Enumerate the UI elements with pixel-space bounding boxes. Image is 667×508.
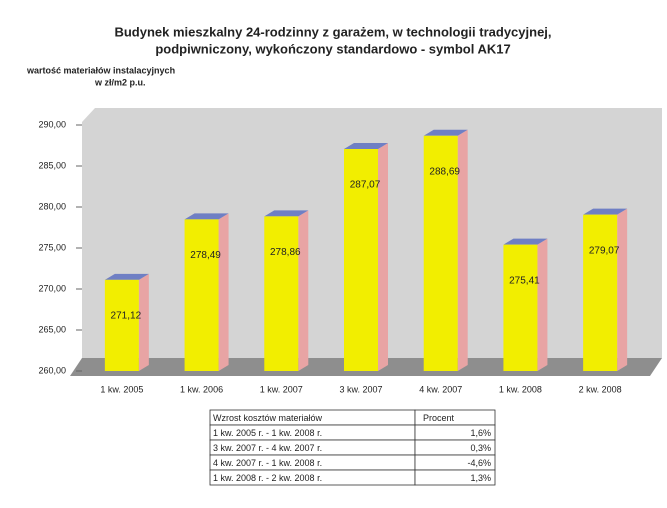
bar-top bbox=[423, 129, 468, 136]
bar-side bbox=[218, 213, 229, 371]
table-text: 4 kw. 2007 r. - 1 kw. 2008 r. bbox=[213, 458, 322, 468]
y-tick-label: 290,00 bbox=[38, 119, 66, 129]
bar-side bbox=[378, 143, 388, 371]
bar-top bbox=[264, 210, 309, 217]
data-label: 275,41 bbox=[509, 275, 540, 286]
title: podpiwniczony, wykończony standardowo - … bbox=[155, 41, 510, 56]
y-tick-label: 275,00 bbox=[38, 242, 66, 252]
bar-top bbox=[583, 208, 628, 215]
bar-top bbox=[344, 143, 388, 150]
y-tick-label: 285,00 bbox=[38, 160, 66, 170]
data-label: 278,86 bbox=[270, 247, 301, 258]
bar bbox=[104, 279, 139, 371]
x-tick-label: 1 kw. 2007 bbox=[260, 384, 303, 394]
bar-top bbox=[104, 273, 149, 280]
table-text: 1 kw. 2005 r. - 1 kw. 2008 r. bbox=[213, 428, 322, 438]
table-cell bbox=[414, 469, 496, 486]
table-text: 1,3% bbox=[470, 473, 491, 483]
data-label: 278,49 bbox=[190, 250, 221, 261]
bar-side bbox=[617, 208, 628, 371]
bar bbox=[184, 219, 219, 371]
x-tick-label: 1 kw. 2006 bbox=[180, 384, 223, 394]
table-text: -4,6% bbox=[467, 458, 491, 468]
bar-side bbox=[138, 273, 149, 371]
bar-top bbox=[184, 213, 229, 220]
y-axis-label: wartość materiałów instalacyjnych bbox=[26, 65, 175, 75]
x-tick-label: 1 kw. 2008 bbox=[499, 384, 542, 394]
y-tick-label: 260,00 bbox=[38, 365, 66, 375]
x-tick-label: 1 kw. 2005 bbox=[100, 384, 143, 394]
y-tick-label: 265,00 bbox=[38, 324, 66, 334]
y-tick-label: 270,00 bbox=[38, 283, 66, 293]
bar bbox=[264, 216, 299, 371]
data-label: 279,07 bbox=[589, 245, 620, 256]
table-text: Procent bbox=[423, 413, 455, 423]
y-axis-label: w zł/m2 p.u. bbox=[94, 77, 146, 87]
table: Wzrost kosztów materiałów Procent 1 kw. 20… bbox=[209, 409, 496, 486]
table-text: 1,6% bbox=[470, 428, 491, 438]
x-tick-label: 4 kw. 2007 bbox=[419, 384, 462, 394]
bar bbox=[503, 244, 538, 371]
bar bbox=[583, 214, 618, 371]
x-tick-label: 2 kw. 2008 bbox=[579, 384, 622, 394]
data-label: 287,07 bbox=[350, 180, 381, 191]
bar-side bbox=[457, 129, 468, 371]
table-text: Wzrost kosztów materiałów bbox=[213, 413, 323, 423]
title: Budynek mieszkalny 24-rodzinny z garażem… bbox=[114, 24, 551, 39]
bar-top bbox=[503, 238, 548, 245]
x-tick-label: 3 kw. 2007 bbox=[339, 384, 382, 394]
bar bbox=[423, 135, 458, 371]
bar-side bbox=[298, 210, 309, 371]
data-label: 271,12 bbox=[111, 310, 142, 321]
y-tick-label: 280,00 bbox=[38, 201, 66, 211]
data-label: 288,69 bbox=[429, 166, 460, 177]
table-text: 0,3% bbox=[470, 443, 491, 453]
bar-side bbox=[537, 238, 548, 371]
bar bbox=[344, 149, 378, 371]
table-text: 1 kw. 2008 r. - 2 kw. 2008 r. bbox=[213, 473, 322, 483]
table-text: 3 kw. 2007 r. - 4 kw. 2007 r. bbox=[213, 443, 322, 453]
